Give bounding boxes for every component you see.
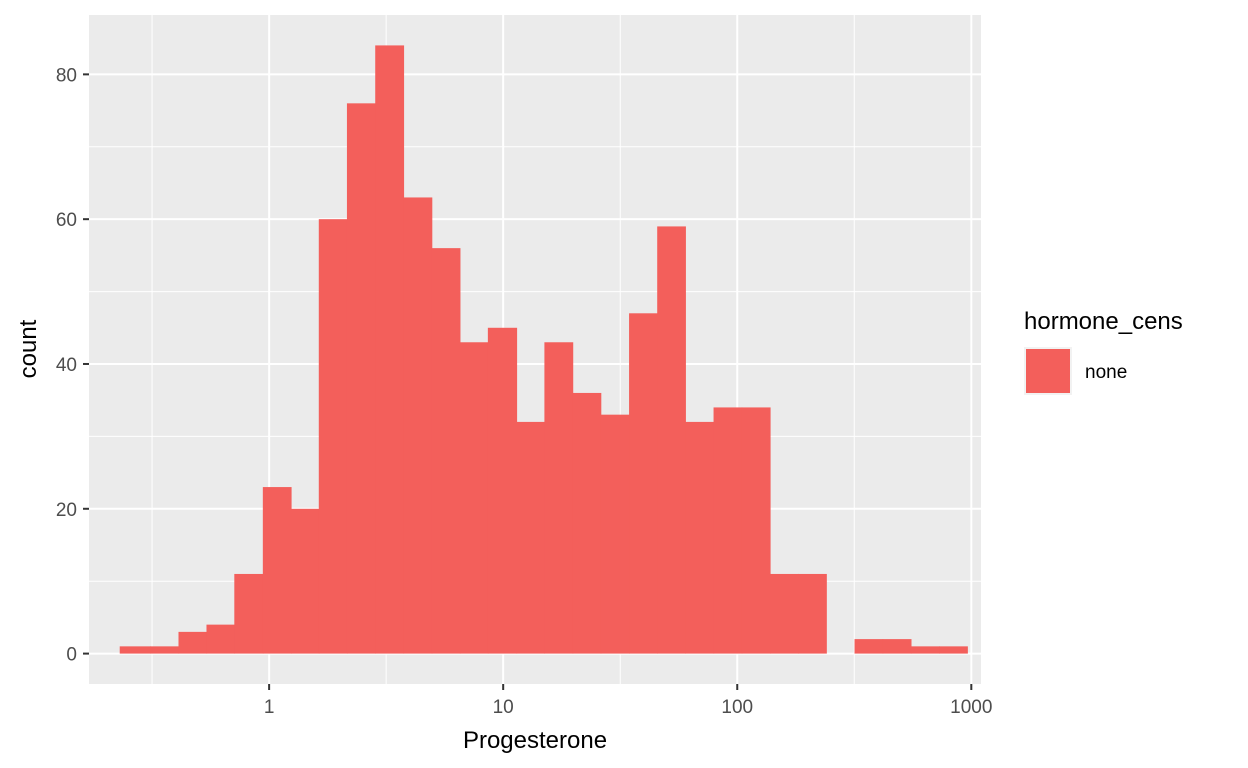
legend: hormone_cens none <box>1024 308 1183 395</box>
histogram-bar <box>119 646 151 654</box>
histogram-bar <box>713 407 743 654</box>
histogram-bars <box>119 45 968 654</box>
histogram-bar <box>854 639 884 654</box>
histogram-bar <box>685 421 715 654</box>
legend-title: hormone_cens <box>1024 308 1183 335</box>
histogram-bar <box>910 646 940 654</box>
y-tick-label: 40 <box>56 355 77 376</box>
histogram-bar <box>657 226 686 654</box>
histogram-bar <box>741 407 771 654</box>
y-tick-label: 60 <box>56 210 77 231</box>
x-tick-label: 10 <box>493 697 514 718</box>
histogram-bar <box>939 646 968 654</box>
histogram-bar <box>234 573 264 654</box>
x-axis: 1 10 100 1000 <box>264 684 992 718</box>
histogram-bar <box>572 392 602 654</box>
histogram-bar <box>403 197 433 654</box>
y-tick-label: 0 <box>66 645 77 666</box>
x-axis-title: Progesterone <box>463 727 607 754</box>
y-tick-label: 80 <box>56 65 77 86</box>
x-tick-label: 1 <box>264 697 275 718</box>
histogram-bar <box>459 342 489 654</box>
histogram-bar <box>487 327 518 654</box>
histogram-bar <box>318 219 348 654</box>
histogram-bar <box>206 624 235 654</box>
histogram-bar <box>629 313 658 654</box>
histogram-bar <box>600 414 630 654</box>
histogram-bar <box>178 631 208 654</box>
x-tick-label: 1000 <box>950 697 992 718</box>
histogram-bar <box>290 508 320 654</box>
histogram-bar <box>769 573 799 654</box>
y-axis: 0 20 40 60 80 <box>56 65 89 666</box>
histogram-bar <box>346 103 376 654</box>
y-tick-label: 20 <box>56 500 77 521</box>
histogram-bar <box>150 646 180 654</box>
histogram-bar <box>544 342 574 654</box>
legend-label: none <box>1085 362 1127 383</box>
y-axis-title: count <box>15 319 42 378</box>
x-tick-label: 100 <box>721 697 753 718</box>
histogram-bar <box>798 573 827 654</box>
histogram-bar <box>431 248 461 654</box>
legend-swatch <box>1026 349 1070 393</box>
histogram-bar <box>882 639 912 654</box>
histogram-bar <box>516 421 546 654</box>
histogram-bar <box>262 487 292 654</box>
histogram-bar <box>375 45 405 654</box>
